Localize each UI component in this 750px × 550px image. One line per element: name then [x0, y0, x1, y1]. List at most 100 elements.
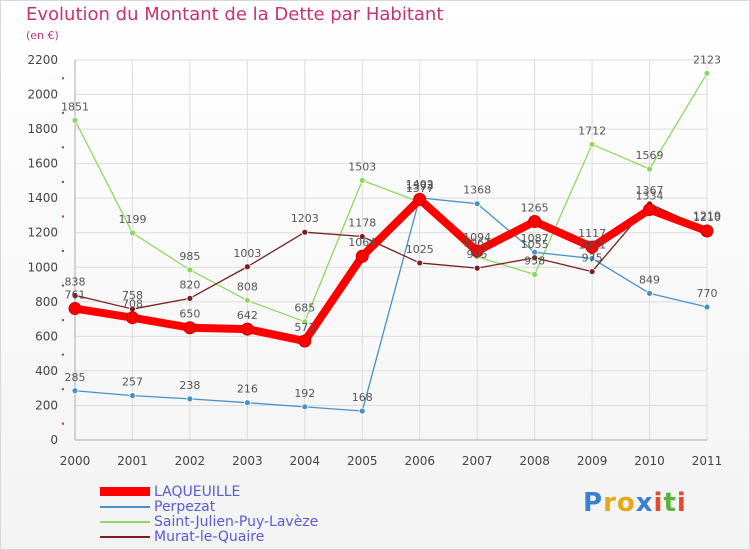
data-point-murat — [71, 291, 79, 299]
chart-subtitle: (en €) — [26, 29, 59, 42]
x-tick-label: 2002 — [175, 454, 206, 468]
data-label-laqueuille: 1334 — [636, 190, 664, 203]
y-tick-label: 1000 — [27, 260, 58, 274]
legend-swatch-laqueuille — [100, 487, 150, 496]
data-point-murat — [186, 294, 194, 302]
data-point-saint-julien — [129, 229, 136, 237]
data-label-murat: 820 — [179, 278, 200, 291]
data-point-murat — [301, 228, 309, 236]
chart-title: Evolution du Montant de la Dette par Hab… — [26, 4, 444, 25]
y-tick-label: 400 — [35, 364, 58, 378]
data-point-laqueuille — [585, 240, 599, 254]
data-point-perpezat — [588, 255, 596, 262]
data-label-perpezat: 849 — [639, 273, 660, 286]
data-point-saint-julien — [703, 69, 711, 77]
data-label-saint-julien: 1199 — [118, 213, 146, 226]
y-tick-label: 200 — [35, 398, 58, 412]
data-point-laqueuille — [240, 322, 254, 336]
data-point-laqueuille — [643, 203, 657, 217]
data-point-perpezat — [301, 403, 309, 411]
data-label-murat: 838 — [65, 275, 86, 288]
x-tick-label: 2001 — [117, 454, 148, 468]
data-label-laqueuille: 761 — [65, 289, 86, 302]
legend-label-murat: Murat-le-Quaire — [154, 529, 265, 545]
x-tick-label: 2004 — [290, 454, 321, 468]
legend-swatch-saint-julien — [100, 521, 150, 523]
data-label-saint-julien: 1712 — [578, 124, 606, 137]
data-label-saint-julien: 985 — [179, 250, 200, 263]
x-tick-label: 2007 — [462, 454, 493, 468]
data-point-laqueuille — [413, 192, 427, 206]
data-label-murat: 1025 — [406, 243, 434, 256]
data-point-laqueuille — [125, 311, 139, 325]
x-tick-label: 2005 — [347, 454, 378, 468]
series-line-saint-julien — [74, 72, 708, 323]
data-label-murat: 758 — [122, 289, 143, 302]
series-line-laqueuille — [71, 195, 711, 346]
data-label-saint-julien: 685 — [294, 302, 315, 315]
logo-letter: t — [663, 488, 677, 518]
data-label-perpezat: 257 — [122, 376, 143, 389]
data-label-saint-julien: 1569 — [636, 149, 664, 162]
y-tick-label: 2000 — [27, 88, 58, 102]
logo-letter: r — [603, 488, 617, 518]
data-point-saint-julien — [301, 318, 309, 326]
data-point-laqueuille — [355, 249, 369, 263]
data-label-saint-julien: 808 — [237, 280, 258, 293]
data-label-saint-julien: 958 — [524, 255, 545, 268]
data-label-laqueuille: 1094 — [463, 231, 491, 244]
logo-letter: P — [583, 488, 604, 518]
data-point-perpezat — [71, 387, 79, 395]
data-point-saint-julien — [531, 271, 539, 278]
y-tick-label: 1800 — [27, 122, 58, 136]
data-label-perpezat: 1087 — [521, 232, 549, 245]
y-tick-label: 1200 — [27, 226, 58, 240]
data-label-perpezat: 216 — [237, 383, 258, 396]
legend-swatch-perpezat — [100, 506, 150, 508]
proxiti-logo: Proxiti — [583, 488, 687, 518]
data-label-perpezat: 168 — [352, 391, 373, 404]
legend-swatch-murat — [100, 536, 150, 538]
data-label-laqueuille: 1064 — [348, 236, 376, 249]
logo-letter: i — [676, 488, 687, 518]
data-label-saint-julien: 1377 — [406, 182, 434, 195]
series-line-perpezat — [74, 197, 708, 412]
data-point-saint-julien — [243, 297, 251, 304]
logo-letter: i — [653, 488, 664, 518]
data-point-saint-julien — [646, 165, 653, 173]
data-label-saint-julien: 1503 — [348, 160, 376, 173]
data-label-laqueuille: 650 — [179, 308, 200, 321]
data-point-perpezat — [186, 395, 194, 403]
x-tick-label: 2000 — [60, 454, 91, 468]
y-tick-label: 800 — [35, 295, 58, 309]
data-label-laqueuille: 1393 — [406, 179, 434, 192]
data-label-perpezat: 285 — [65, 371, 86, 384]
x-tick-label: 2009 — [577, 454, 608, 468]
data-label-laqueuille: 1117 — [578, 227, 606, 240]
data-label-laqueuille: 1210 — [693, 211, 721, 224]
data-label-perpezat: 1051 — [578, 238, 606, 251]
x-tick-label: 2003 — [232, 454, 263, 468]
data-point-murat — [473, 264, 481, 272]
data-label-perpezat: 770 — [697, 287, 718, 300]
logo-letter: x — [635, 488, 654, 518]
data-label-laqueuille: 573 — [294, 321, 315, 334]
legend-label-perpezat: Perpezat — [154, 499, 216, 515]
data-label-murat: 1203 — [291, 212, 319, 225]
legend-label-laqueuille: LAQUEUILLE — [154, 484, 241, 500]
data-label-laqueuille: 1265 — [521, 202, 549, 215]
data-point-perpezat — [703, 303, 711, 311]
data-label-saint-julien: 1061 — [463, 237, 491, 250]
data-point-perpezat — [473, 200, 481, 208]
data-label-murat: 1055 — [521, 238, 549, 251]
data-point-saint-julien — [186, 266, 194, 274]
y-tick-label: 1400 — [27, 191, 58, 205]
data-point-perpezat — [358, 407, 366, 415]
data-point-murat — [358, 233, 366, 240]
data-point-laqueuille — [470, 244, 484, 258]
data-point-murat — [588, 268, 596, 275]
data-label-murat: 995 — [467, 248, 488, 261]
series-line-murat — [74, 203, 708, 310]
y-tick-label: 0 — [50, 433, 58, 447]
data-label-saint-julien: 2123 — [693, 53, 721, 66]
